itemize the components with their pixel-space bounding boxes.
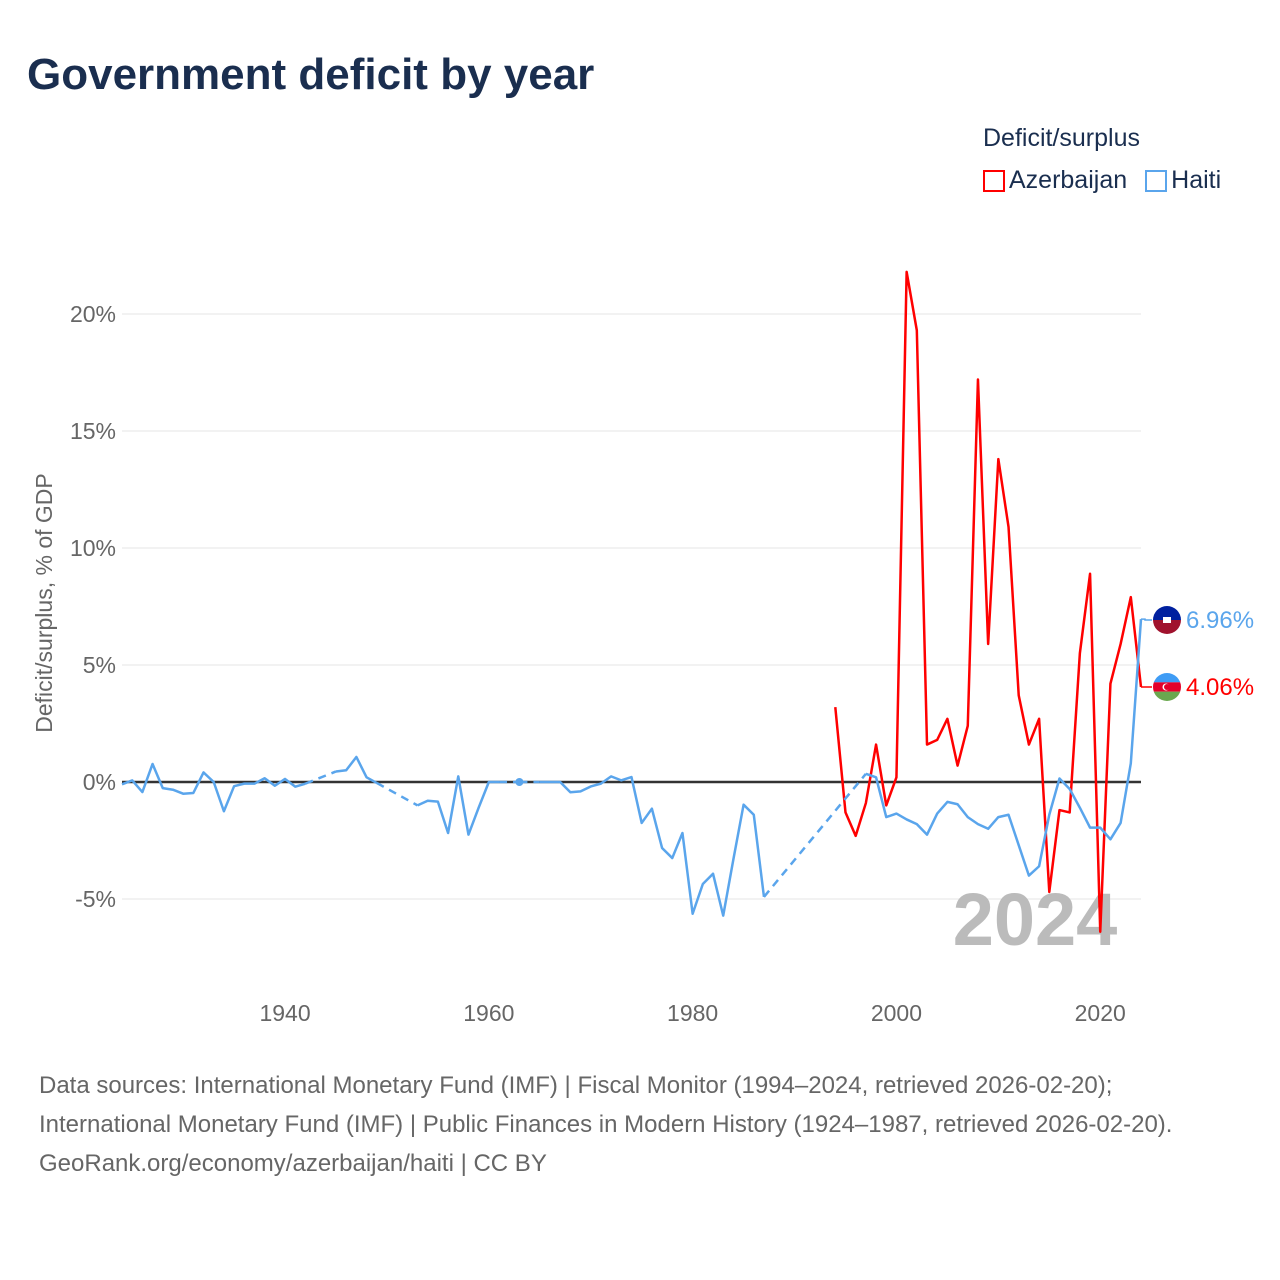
flag-part: [1153, 673, 1181, 683]
gap-line-haiti: [304, 770, 337, 785]
y-tick-label: -5%: [75, 886, 116, 912]
y-tick-label: 15%: [70, 418, 116, 444]
series-line-azerbaijan: [834, 270, 1143, 934]
gap-line-haiti: [763, 773, 867, 898]
y-tick-label: 20%: [70, 301, 116, 327]
series-line-haiti: [416, 775, 500, 836]
azerbaijan-flag-icon: [1153, 673, 1181, 701]
series-line-haiti: [539, 775, 766, 917]
legend-item-haiti[interactable]: Haiti: [1145, 166, 1221, 195]
legend-label: Haiti: [1171, 166, 1222, 194]
flag-part: [1153, 620, 1181, 634]
series-line-haiti: [121, 762, 306, 813]
y-tick-label: 5%: [83, 652, 116, 678]
y-axis-label: Deficit/surplus, % of GDP: [31, 473, 57, 732]
end-value-label-haiti: 6.96%: [1186, 607, 1254, 634]
end-label-connector: [1141, 618, 1152, 621]
legend-swatch-azerbaijan: [983, 169, 1005, 192]
legend-label: Azerbaijan: [1009, 166, 1128, 194]
series-line-haiti: [865, 619, 1143, 877]
end-value-label-azerbaijan: 4.06%: [1186, 674, 1254, 701]
x-tick-label: 1940: [259, 1000, 310, 1026]
footer: Data sources: International Monetary Fun…: [39, 1066, 1239, 1183]
legend-item-azerbaijan[interactable]: Azerbaijan: [983, 166, 1127, 195]
flag-part: [1153, 691, 1181, 701]
flag-part: [1153, 606, 1181, 620]
y-tick-label: 0%: [83, 769, 116, 795]
gap-line-haiti: [376, 781, 419, 807]
haiti-flag-icon: [1153, 606, 1181, 634]
legend-title: Deficit/surplus: [983, 124, 1140, 152]
legend: Azerbaijan Haiti: [983, 166, 1221, 195]
year-watermark: 2024: [953, 878, 1118, 961]
flag-part: [1164, 684, 1170, 690]
x-tick-label: 1960: [463, 1000, 514, 1026]
x-tick-label: 1980: [667, 1000, 718, 1026]
x-tick-label: 2000: [871, 1000, 922, 1026]
series-line-haiti: [335, 755, 378, 785]
chart-title: Government deficit by year: [27, 50, 595, 99]
data-sources: Data sources: International Monetary Fun…: [39, 1072, 1173, 1138]
legend-swatch-haiti: [1145, 169, 1168, 192]
flag-part: [1163, 617, 1171, 623]
source-link[interactable]: GeoRank.org/economy/azerbaijan/haiti | C…: [39, 1150, 547, 1177]
x-tick-label: 2020: [1075, 1000, 1126, 1026]
y-tick-label: 10%: [70, 535, 116, 561]
